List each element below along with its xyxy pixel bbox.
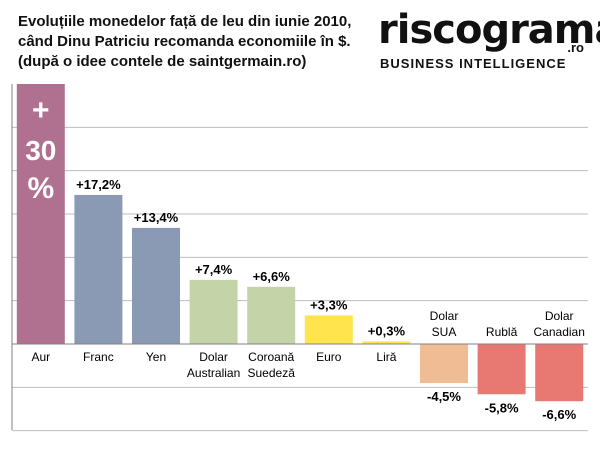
data-label: +7,4%: [195, 262, 233, 277]
data-label: -5,8%: [485, 400, 519, 415]
bar-4: [247, 286, 296, 344]
category-label: Suedeză: [248, 366, 296, 380]
category-label: Dolar: [545, 309, 574, 323]
bar-8: [477, 344, 526, 395]
logo-wordmark: riscograma: [378, 7, 600, 53]
data-label: +: [32, 94, 50, 127]
title-line-3: (după o idee contele de saintgermain.ro): [18, 53, 307, 70]
category-label: Dolar: [199, 350, 228, 364]
data-label: +3,3%: [310, 297, 348, 312]
category-label: Franc: [83, 350, 114, 364]
category-label: Aur: [31, 350, 50, 364]
category-label: SUA: [432, 325, 457, 339]
title-line-2: când Dinu Patriciu recomanda economiile …: [18, 33, 351, 50]
bar-1: [74, 194, 123, 344]
logo-suffix: .ro: [567, 40, 584, 55]
logo-tagline: BUSINESS INTELLIGENCE: [380, 56, 567, 71]
data-label: -6,6%: [542, 407, 576, 422]
bar-6: [362, 341, 411, 344]
riscograma-logo: riscograma .ro BUSINESS INTELLIGENCE: [378, 6, 600, 74]
bar-5: [304, 315, 353, 344]
category-label: Rublă: [486, 325, 518, 339]
category-label: Canadian: [534, 325, 585, 339]
data-label: %: [27, 172, 54, 205]
category-label: Euro: [316, 350, 342, 364]
bar-7: [420, 344, 468, 383]
title-line-1: Evoluțiile monedelor față de leu din iun…: [18, 13, 352, 30]
labels: Aur +30% Franc +17,2% Yen +13,4% Dolar Australi…: [25, 94, 585, 422]
bar-2: [132, 227, 180, 344]
bar-9: [535, 344, 584, 402]
category-label: Yen: [146, 350, 166, 364]
data-label: +6,6%: [253, 269, 291, 284]
category-label: Liră: [376, 350, 396, 364]
data-label: +17,2%: [76, 177, 121, 192]
bars: [16, 84, 584, 402]
data-label: +13,4%: [134, 210, 179, 225]
bar-3: [189, 279, 238, 344]
data-label: 30: [25, 135, 56, 166]
data-label: +0,3%: [368, 323, 406, 338]
category-label: Australian: [187, 366, 240, 380]
category-label: Dolar: [430, 309, 459, 323]
data-label: -4,5%: [427, 389, 461, 404]
chart-title: Evoluțiile monedelor față de leu din iun…: [18, 12, 398, 72]
bar-0: [16, 84, 65, 344]
category-label: Coroană: [248, 350, 294, 364]
